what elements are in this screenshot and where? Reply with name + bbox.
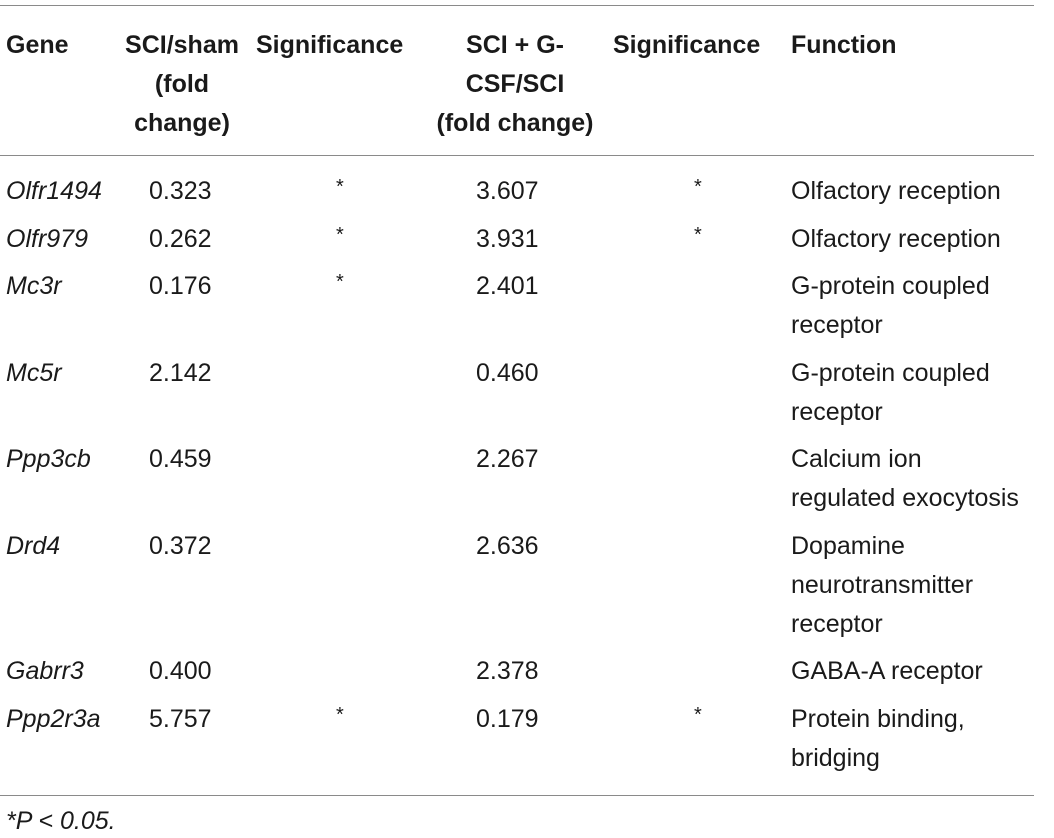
cell-function: G-protein coupled: [791, 272, 990, 300]
header-gene: Gene: [6, 31, 69, 59]
table-bottom-rule: [0, 795, 1034, 796]
header-significance-1: Significance: [256, 31, 404, 59]
cell-sig2: *: [694, 704, 702, 726]
table-footnote: *P < 0.05.: [6, 807, 116, 835]
header-bottom-rule: [0, 155, 1034, 156]
cell-function: Protein binding,: [791, 705, 965, 733]
cell-sci-gcsf: 0.179: [476, 705, 539, 733]
cell-function: regulated exocytosis: [791, 484, 1019, 512]
cell-sci-sham: 0.459: [149, 445, 212, 473]
cell-gene: Ppp2r3a: [6, 705, 101, 733]
cell-sig2: *: [694, 224, 702, 246]
cell-gene: Olfr1494: [6, 177, 102, 205]
header-sci-gcsf: SCI + G- CSF/SCI (fold change): [436, 31, 594, 137]
cell-function: Calcium ion: [791, 445, 922, 473]
cell-gene: Mc5r: [6, 359, 62, 387]
cell-function: receptor: [791, 610, 883, 638]
cell-function: receptor: [791, 398, 883, 426]
header-function: Function: [791, 31, 897, 59]
cell-sig2: *: [694, 176, 702, 198]
cell-sci-gcsf: 2.267: [476, 445, 539, 473]
table-top-rule: [0, 5, 1034, 6]
cell-gene: Gabrr3: [6, 657, 84, 685]
cell-sci-gcsf: 2.636: [476, 532, 539, 560]
cell-function: neurotransmitter: [791, 571, 974, 599]
header-sci-sham: SCI/sham (fold change): [125, 31, 239, 137]
cell-function: receptor: [791, 311, 883, 339]
cell-sig1: *: [336, 704, 344, 726]
cell-function: Olfactory reception: [791, 177, 1001, 205]
cell-sci-gcsf: 3.931: [476, 225, 539, 253]
cell-sci-gcsf: 3.607: [476, 177, 539, 205]
cell-sig1: *: [336, 271, 344, 293]
cell-gene: Olfr979: [6, 225, 88, 253]
cell-gene: Drd4: [6, 532, 61, 560]
cell-sci-sham: 5.757: [149, 705, 212, 733]
cell-sci-gcsf: 2.378: [476, 657, 539, 685]
cell-sci-sham: 0.400: [149, 657, 212, 685]
header-significance-2: Significance: [613, 31, 761, 59]
cell-sig1: *: [336, 224, 344, 246]
cell-function: Olfactory reception: [791, 225, 1001, 253]
cell-function: bridging: [791, 744, 880, 772]
cell-gene: Ppp3cb: [6, 445, 91, 473]
cell-sci-sham: 2.142: [149, 359, 212, 387]
cell-sci-sham: 0.323: [149, 177, 212, 205]
cell-sci-gcsf: 0.460: [476, 359, 539, 387]
cell-sci-sham: 0.372: [149, 532, 212, 560]
cell-sci-gcsf: 2.401: [476, 272, 539, 300]
cell-function: G-protein coupled: [791, 359, 990, 387]
cell-sci-sham: 0.262: [149, 225, 212, 253]
cell-sig1: *: [336, 176, 344, 198]
cell-gene: Mc3r: [6, 272, 62, 300]
cell-sci-sham: 0.176: [149, 272, 212, 300]
cell-function: Dopamine: [791, 532, 905, 560]
cell-function: GABA-A receptor: [791, 657, 983, 685]
